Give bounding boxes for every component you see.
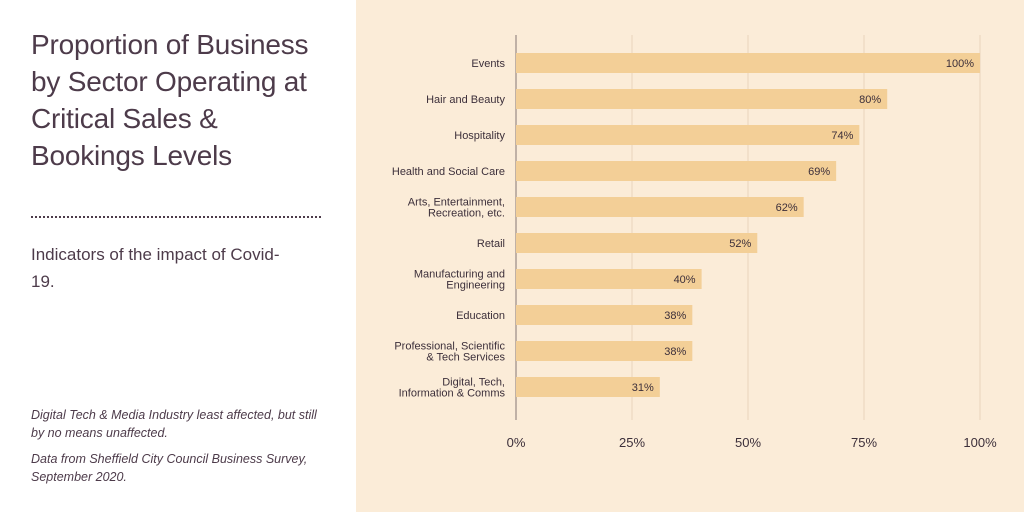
- category-label: Hair and Beauty: [426, 94, 505, 106]
- info-panel: Proportion of Business by Sector Operati…: [0, 0, 356, 512]
- category-label: Digital, Tech, Information & Comms: [399, 377, 506, 400]
- insight-note: Digital Tech & Media Industry least affe…: [31, 408, 317, 440]
- dotted-divider: [31, 216, 321, 218]
- source-note: Data from Sheffield City Council Busines…: [31, 452, 308, 484]
- page-title: Proportion of Business by Sector Operati…: [31, 29, 309, 171]
- value-label: 69%: [808, 166, 830, 178]
- bar-chart: 100% 80% 74% 69% 62% 52% 40% 38% 38% 31% Events Ha…: [392, 35, 997, 450]
- x-tick-label: 25%: [619, 435, 645, 450]
- value-label: 62%: [776, 202, 798, 214]
- category-label: Manufacturing and Engineering: [414, 269, 505, 292]
- value-label: 38%: [664, 346, 686, 358]
- bar: [516, 53, 980, 73]
- x-axis-ticks: 0% 25% 50% 75% 100%: [507, 435, 997, 450]
- x-tick-label: 0%: [507, 435, 526, 450]
- value-label: 40%: [674, 274, 696, 286]
- bar: [516, 233, 758, 253]
- bar: [516, 161, 837, 181]
- bar: [516, 377, 660, 397]
- category-label: Professional, Scientific & Tech Services: [394, 341, 505, 364]
- value-label: 100%: [946, 58, 974, 70]
- bar: [516, 269, 702, 289]
- x-tick-label: 100%: [963, 435, 997, 450]
- category-label: Arts, Entertainment, Recreation, etc.: [408, 197, 505, 220]
- x-tick-label: 75%: [851, 435, 877, 450]
- category-label: Retail: [477, 238, 505, 250]
- bar: [516, 197, 804, 217]
- value-label: 31%: [632, 382, 654, 394]
- chart-panel: [356, 0, 1024, 512]
- category-label: Education: [456, 310, 505, 322]
- bar: [516, 125, 860, 145]
- bar: [516, 89, 888, 109]
- category-label: Health and Social Care: [392, 166, 505, 178]
- bar: [516, 305, 693, 325]
- bars: 100% 80% 74% 69% 62% 52% 40% 38% 38% 31%: [516, 53, 980, 397]
- value-label: 52%: [729, 238, 751, 250]
- value-label: 74%: [831, 130, 853, 142]
- category-labels: Events Hair and Beauty Hospitality Health a…: [392, 58, 506, 400]
- x-tick-label: 50%: [735, 435, 761, 450]
- subtitle: Indicators of the impact of Covid-19.: [31, 245, 280, 291]
- value-label: 38%: [664, 310, 686, 322]
- bar: [516, 341, 693, 361]
- category-label: Events: [471, 58, 505, 70]
- category-label: Hospitality: [454, 130, 505, 142]
- value-label: 80%: [859, 94, 881, 106]
